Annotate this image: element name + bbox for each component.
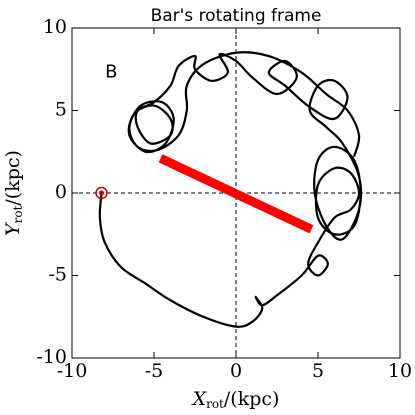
- start-dot: [99, 190, 105, 196]
- x-tick-label: 10: [388, 360, 412, 382]
- x-label-main: X: [191, 388, 208, 410]
- y-tick-label: 5: [55, 99, 67, 121]
- x-tick-label: -10: [57, 360, 88, 382]
- x-tick-label: -5: [145, 360, 164, 382]
- x-label-sub: rot: [206, 397, 224, 411]
- start-ring: [95, 186, 108, 200]
- y-tick-label: 0: [55, 181, 67, 203]
- x-label-rest: /(kpc): [224, 388, 280, 410]
- y-tick-label: 10: [43, 16, 67, 38]
- plot-frame: [71, 27, 401, 359]
- x-tick-label: 5: [312, 360, 324, 382]
- y-label-main: Y: [2, 221, 24, 236]
- chart-title: Bar's rotating frame: [151, 6, 322, 26]
- y-axis-label: Yrot/(kpc): [2, 150, 25, 236]
- series-line: [98, 51, 363, 328]
- y-tick-label: -5: [48, 264, 67, 286]
- y-label-rest: /(kpc): [2, 150, 24, 206]
- y-label-sub: rot: [11, 205, 25, 223]
- series-line: [158, 154, 314, 234]
- x-axis-label: Xrot/(kpc): [191, 388, 280, 411]
- annotation: B: [105, 62, 117, 83]
- x-tick-label: 0: [230, 360, 242, 382]
- y-tick-label: -10: [36, 346, 67, 368]
